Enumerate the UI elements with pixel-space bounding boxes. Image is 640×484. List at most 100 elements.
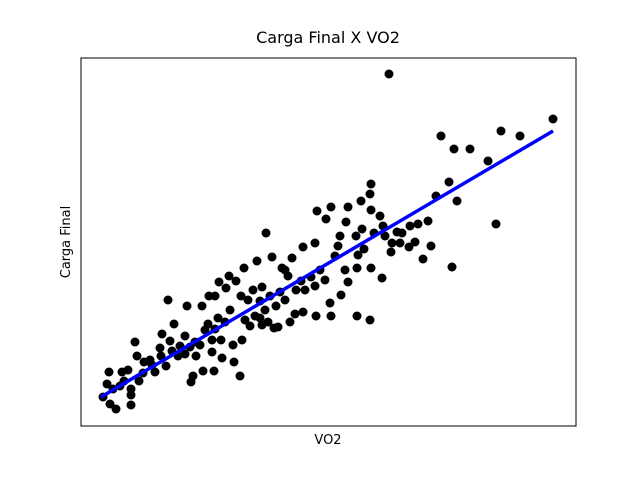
data-point bbox=[365, 189, 375, 199]
data-point bbox=[198, 366, 208, 376]
data-point bbox=[384, 69, 394, 79]
data-point bbox=[217, 353, 227, 363]
data-point bbox=[491, 219, 501, 229]
data-point bbox=[186, 377, 196, 387]
data-point bbox=[326, 311, 336, 321]
data-point bbox=[359, 244, 369, 254]
data-point bbox=[207, 347, 217, 357]
data-point bbox=[380, 231, 390, 241]
data-point bbox=[237, 335, 247, 345]
data-point bbox=[240, 315, 250, 325]
data-point bbox=[105, 399, 115, 409]
data-point bbox=[298, 242, 308, 252]
data-point bbox=[245, 321, 255, 331]
data-point bbox=[377, 273, 387, 283]
x-axis-label: VO2 bbox=[314, 433, 341, 448]
data-point bbox=[239, 263, 249, 273]
data-point bbox=[111, 404, 121, 414]
data-point bbox=[447, 262, 457, 272]
chart-title: Carga Final X VO2 bbox=[256, 28, 400, 47]
data-point bbox=[320, 275, 330, 285]
data-point bbox=[280, 295, 290, 305]
data-point bbox=[357, 224, 367, 234]
data-point bbox=[321, 214, 331, 224]
data-point bbox=[213, 313, 223, 323]
plot-area bbox=[98, 69, 558, 414]
data-point bbox=[366, 205, 376, 215]
data-point bbox=[352, 263, 362, 273]
data-point bbox=[548, 114, 558, 124]
data-point bbox=[343, 202, 353, 212]
data-point bbox=[225, 305, 235, 315]
data-point bbox=[341, 217, 351, 227]
data-point bbox=[366, 263, 376, 273]
data-point bbox=[156, 351, 166, 361]
data-point bbox=[483, 156, 493, 166]
data-point bbox=[243, 295, 253, 305]
data-point bbox=[336, 290, 346, 300]
data-point bbox=[236, 291, 246, 301]
data-point bbox=[267, 252, 277, 262]
data-point bbox=[366, 179, 376, 189]
data-point bbox=[163, 295, 173, 305]
data-point bbox=[465, 144, 475, 154]
data-point bbox=[343, 277, 353, 287]
data-point bbox=[310, 238, 320, 248]
data-point bbox=[117, 367, 127, 377]
data-point bbox=[310, 281, 320, 291]
data-point bbox=[515, 131, 525, 141]
y-axis-label: Carga Final bbox=[59, 206, 74, 278]
data-point bbox=[132, 351, 142, 361]
data-point bbox=[300, 285, 310, 295]
data-point bbox=[231, 276, 241, 286]
data-point bbox=[423, 216, 433, 226]
data-point bbox=[139, 357, 149, 367]
data-point bbox=[418, 254, 428, 264]
data-point bbox=[452, 196, 462, 206]
data-point bbox=[365, 315, 375, 325]
data-point bbox=[214, 277, 224, 287]
data-point bbox=[195, 340, 205, 350]
data-point bbox=[224, 271, 234, 281]
data-point bbox=[404, 242, 414, 252]
data-point bbox=[285, 317, 295, 327]
data-point bbox=[326, 202, 336, 212]
data-point bbox=[298, 307, 308, 317]
data-point bbox=[126, 400, 136, 410]
data-point bbox=[436, 131, 446, 141]
data-point bbox=[353, 250, 363, 260]
data-point bbox=[252, 256, 262, 266]
data-point bbox=[229, 357, 239, 367]
data-point bbox=[248, 285, 258, 295]
data-point bbox=[157, 329, 167, 339]
data-point bbox=[104, 367, 114, 377]
data-point bbox=[271, 301, 281, 311]
data-point bbox=[263, 317, 273, 327]
data-point bbox=[260, 305, 270, 315]
regression-line bbox=[100, 129, 554, 399]
data-point bbox=[261, 228, 271, 238]
data-point bbox=[165, 336, 175, 346]
data-point bbox=[161, 361, 171, 371]
data-point bbox=[410, 237, 420, 247]
data-point bbox=[290, 309, 300, 319]
data-point bbox=[235, 371, 245, 381]
data-point bbox=[216, 335, 226, 345]
data-point bbox=[180, 331, 190, 341]
data-point bbox=[387, 238, 397, 248]
data-point bbox=[351, 231, 361, 241]
data-point bbox=[386, 247, 396, 257]
data-point bbox=[375, 211, 385, 221]
data-point bbox=[312, 206, 322, 216]
data-point bbox=[426, 241, 436, 251]
data-point bbox=[405, 221, 415, 231]
data-point bbox=[126, 390, 136, 400]
data-point bbox=[191, 351, 201, 361]
data-point bbox=[221, 283, 231, 293]
data-point bbox=[287, 253, 297, 263]
data-point bbox=[134, 376, 144, 386]
data-point bbox=[228, 340, 238, 350]
data-point bbox=[255, 313, 265, 323]
